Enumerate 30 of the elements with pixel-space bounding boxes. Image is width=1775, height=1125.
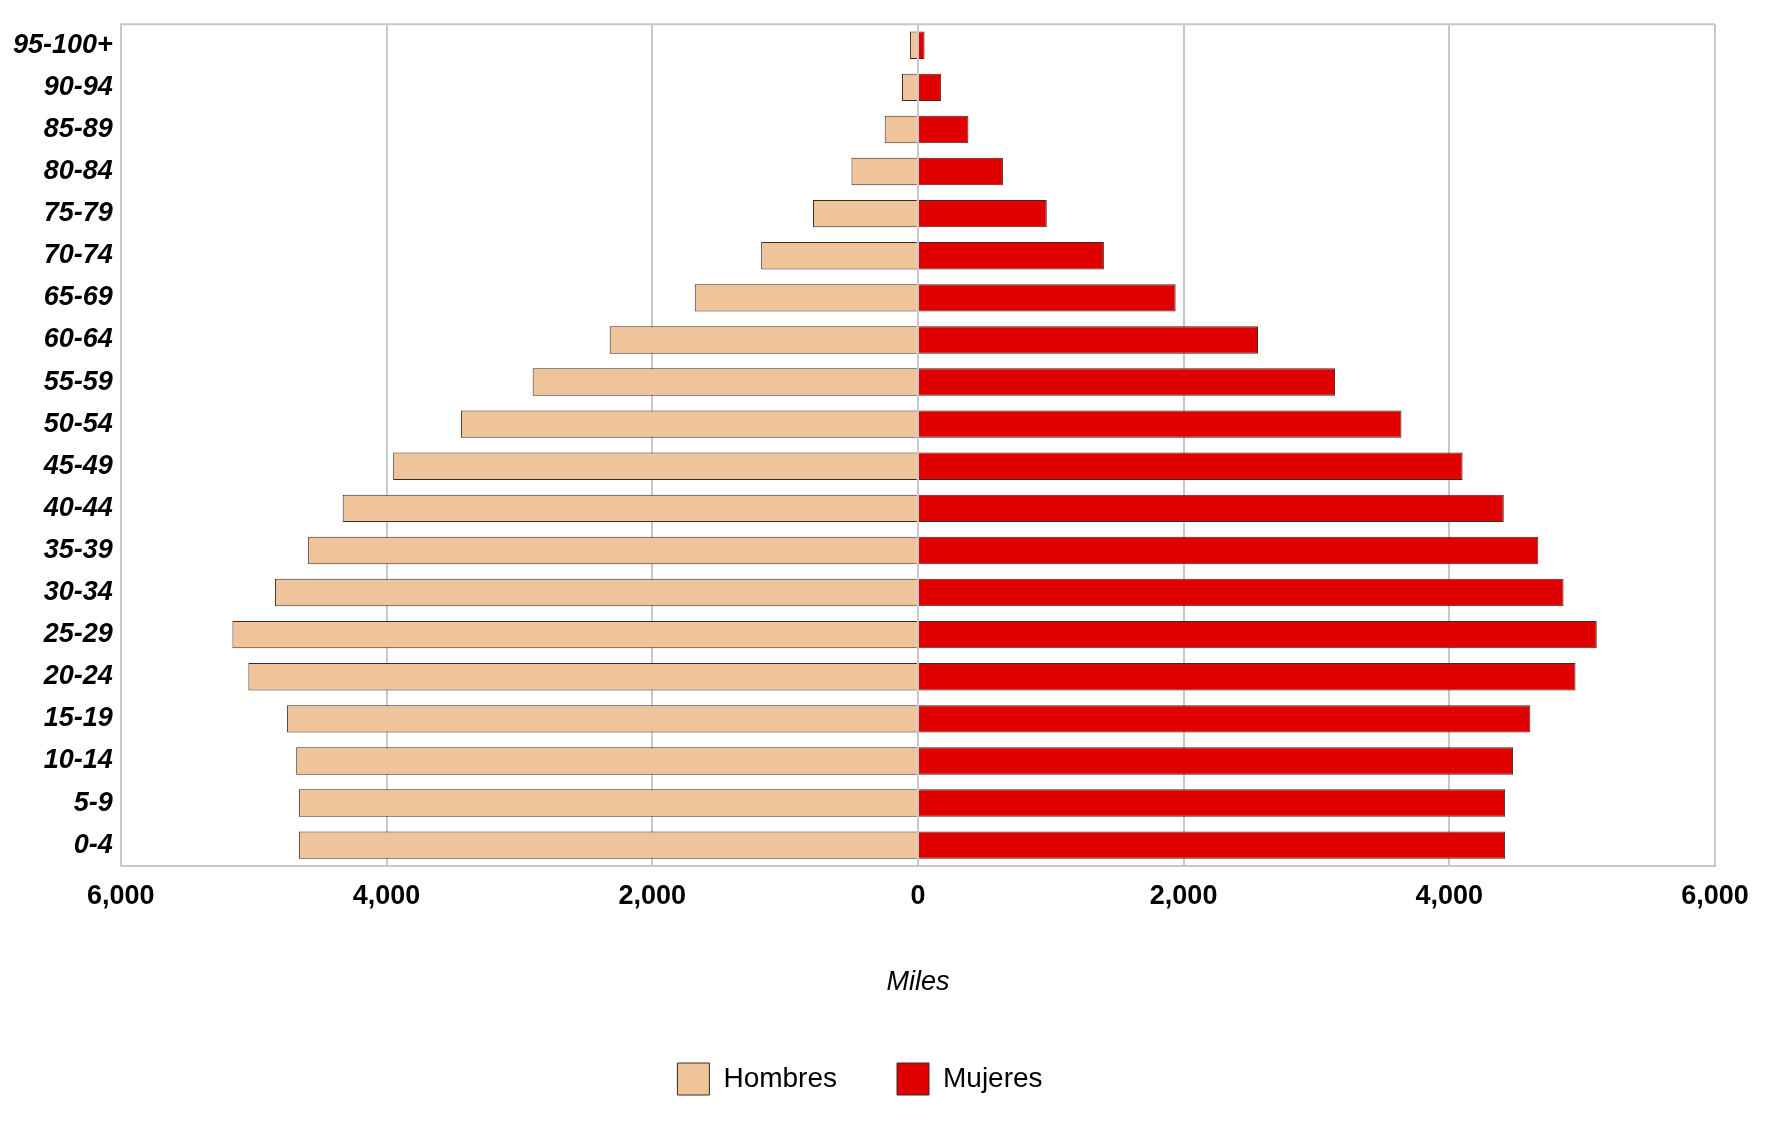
x-tick-label: 2,000 [1149,879,1218,910]
x-tick-label: 4,000 [1415,879,1484,910]
y-tick-label: 75-79 [43,197,113,228]
legend-label: Hombres [723,1061,838,1093]
y-tick-label: 25-29 [42,618,113,649]
x-tick-label: 2,000 [618,879,687,910]
x-tick-label: 4,000 [352,879,421,910]
y-tick-label: 60-64 [43,323,113,354]
y-tick-label: 20-24 [42,660,113,691]
y-tick-label: 85-89 [43,112,113,143]
y-tick-label: 95-100+ [13,28,114,59]
y-tick-label: 65-69 [43,281,113,312]
y-tick-label: 5-9 [73,786,113,817]
y-tick-label: 0-4 [73,828,113,859]
y-tick-label: 40-44 [42,491,113,522]
x-axis-title: Miles [886,966,950,997]
y-tick-label: 35-39 [43,533,113,564]
y-tick-label: 50-54 [43,407,113,438]
x-tick-label: 6,000 [1681,879,1749,910]
x-tick-label: 6,000 [87,879,155,910]
y-tick-label: 55-59 [43,365,113,396]
y-tick-label: 15-19 [43,702,113,733]
x-tick-label: 0 [910,879,926,910]
y-tick-label: 90-94 [43,70,113,101]
y-tick-label: 70-74 [43,239,113,270]
y-tick-label: 30-34 [43,576,113,606]
y-tick-label: 80-84 [43,155,113,185]
legend-label: Mujeres [943,1061,1043,1093]
y-tick-label: 10-14 [43,744,113,775]
y-tick-label: 45-49 [42,449,113,480]
